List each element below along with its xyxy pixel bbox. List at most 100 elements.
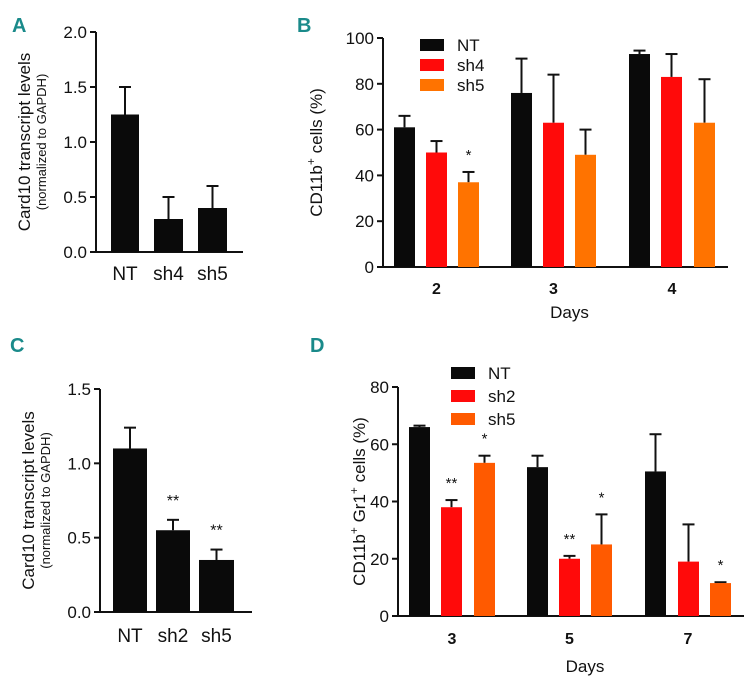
x-tick-label: NT [112,264,138,285]
bar-sh5-day-3 [474,462,495,616]
bar-sh5 [199,559,234,612]
y-tick-label: 40 [370,493,389,512]
bar-sh4-day-4 [661,76,682,268]
x-tick-label: 3 [549,281,558,298]
y-tick-label: 1.5 [63,78,87,97]
y-axis-subtitle: (normalized to GAPDH) [38,432,53,569]
bar-sh5-day-5 [591,544,612,616]
bar-sh5-day-7 [710,583,731,616]
significance-marker: * [466,147,472,164]
x-tick-label: 2 [432,281,441,298]
bar-sh2 [156,530,190,612]
legend-swatch-NT [451,367,475,379]
y-axis-title: CD11b+ Gr1+ cells (%) [347,417,369,586]
x-tick-label: sh5 [197,264,228,285]
superscript: + [347,487,361,494]
panel-C: C 0.0 0.5 1.0 1.5 NT sh2 ** sh5 ** Card10 transcri… [10,335,252,647]
bar-NT-day-2 [394,127,415,267]
y-tick-label: 60 [355,121,374,140]
y-tick-label: 1.0 [63,133,87,152]
y-axis-title-part: cells (%) [307,88,326,158]
bar-sh4-day-3 [543,122,564,267]
panel-label: D [310,335,324,357]
bar-sh4 [154,219,183,252]
y-tick-label: 1.0 [67,454,91,473]
panel-A: A 0.0 0.5 1.0 1.5 2.0 NT sh4 sh5 Card10 transcrip… [12,15,243,285]
legend-swatch-sh5 [420,79,444,91]
y-axis-title-part: CD11b [350,534,369,586]
x-tick-label: NT [117,626,143,647]
bar-NT-day-7 [645,471,666,616]
bar-sh2-day-5 [559,558,580,616]
y-tick-label: 40 [355,166,374,185]
bar-NT-day-3 [511,92,532,268]
y-axis-title-part: CD11b [307,165,326,217]
y-axis-title: Card10 transcript levels [19,411,38,590]
y-tick-label: 0 [380,607,389,626]
y-axis-title-part: cells (%) [350,417,369,487]
legend-label-NT: NT [457,36,480,55]
x-tick-label: 3 [448,631,457,648]
x-tick-label: sh4 [153,264,184,285]
legend-label-sh2: sh2 [488,387,515,406]
bar-sh5-day-3 [575,154,596,267]
bar-sh5-day-4 [694,122,715,267]
significance-marker: * [482,431,488,448]
legend-label-sh4: sh4 [457,56,484,75]
y-axis-title: Card10 transcript levels [15,53,34,232]
panel-label: C [10,335,24,357]
x-tick-label: 5 [565,631,574,648]
y-tick-label: 0.5 [63,188,87,207]
bar-NT-day-5 [527,467,548,616]
legend-swatch-sh2 [451,390,475,402]
superscript: + [304,158,318,165]
x-axis-title: Days [566,657,605,676]
significance-marker: ** [564,531,576,548]
legend-swatch-sh5 [451,413,475,425]
y-tick-label: 20 [355,212,374,231]
legend-swatch-sh4 [420,59,444,71]
x-tick-label: sh5 [201,626,232,647]
panel-label: A [12,15,26,37]
bar-NT-day-3 [409,427,430,616]
y-tick-label: 100 [346,29,374,48]
bar-sh5-day-2 [458,182,479,267]
significance-marker: * [718,557,724,574]
x-tick-label: 7 [684,631,693,648]
y-tick-label: 0.0 [67,603,91,622]
y-tick-label: 80 [355,75,374,94]
panel-label: B [297,15,311,37]
significance-marker: ** [446,475,458,492]
significance-marker: * [599,489,605,506]
bar-NT-day-4 [629,54,650,267]
y-tick-label: 80 [370,378,389,397]
bar-NT [113,448,147,612]
y-tick-label: 20 [370,550,389,569]
legend-swatch-NT [420,39,444,51]
x-tick-label: 4 [668,281,677,298]
y-tick-label: 2.0 [63,23,87,42]
y-tick-label: 1.5 [67,380,91,399]
bar-sh5 [198,208,227,252]
y-axis-title: CD11b+ cells (%) [304,88,326,217]
superscript: + [347,527,361,534]
y-tick-label: 0.0 [63,243,87,262]
y-axis-title-part: Gr1 [350,494,369,527]
significance-marker: ** [167,493,179,510]
bar-NT [111,114,139,252]
bar-sh2-day-3 [441,507,462,616]
bar-sh4-day-2 [426,152,447,267]
x-axis-title: Days [550,303,589,322]
x-tick-label: sh2 [158,626,189,647]
legend-label-sh5: sh5 [457,76,484,95]
bar-sh2-day-7 [678,561,699,616]
y-tick-label: 0.5 [67,529,91,548]
y-tick-label: 0 [365,258,374,277]
y-axis-subtitle: (normalized to GAPDH) [34,74,49,211]
significance-marker: ** [210,523,222,540]
y-tick-label: 60 [370,435,389,454]
